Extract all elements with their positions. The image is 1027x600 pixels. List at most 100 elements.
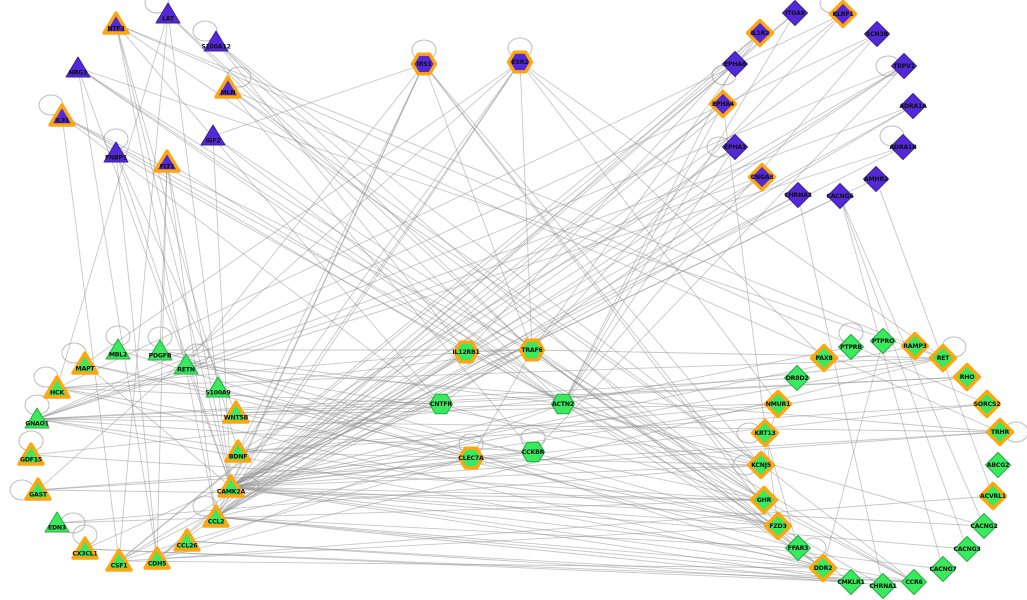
edge — [56, 13, 169, 389]
edge — [839, 195, 944, 570]
edge — [36, 377, 798, 420]
triangle-node-shape — [65, 56, 91, 78]
triangle-node-shape — [155, 2, 181, 24]
edge — [215, 105, 914, 518]
edge — [77, 67, 158, 560]
diamond-node-shape — [749, 485, 779, 515]
edge — [230, 376, 968, 488]
edge — [37, 489, 765, 501]
edge — [519, 61, 533, 351]
edge — [77, 67, 944, 359]
edge — [36, 403, 779, 420]
edge — [230, 486, 884, 587]
diamond-node-shape — [870, 328, 896, 354]
edge — [166, 161, 232, 488]
diamond-node-shape — [722, 134, 748, 160]
edge — [519, 61, 944, 359]
hexagon-node-shape — [457, 446, 485, 470]
edge — [423, 63, 533, 351]
triangle-node-shape — [48, 103, 76, 127]
diamond-node-shape — [890, 134, 916, 160]
diamond-node-shape — [971, 513, 997, 539]
node-TRAF6[interactable]: TRAF6 — [518, 338, 546, 362]
hexagon-node-shape — [521, 441, 545, 463]
triangle-node-shape — [24, 407, 50, 429]
edge — [227, 87, 1001, 433]
edge — [84, 363, 765, 501]
edge — [227, 87, 762, 466]
triangle-node-shape — [44, 511, 70, 533]
edge — [115, 152, 232, 488]
edge — [237, 403, 442, 453]
triangle-node-shape — [173, 528, 201, 552]
edge — [159, 350, 824, 569]
edge — [423, 63, 762, 466]
triangle-node-shape — [153, 149, 181, 173]
diamond-node-shape — [785, 535, 811, 561]
edge — [230, 146, 904, 488]
edge — [56, 351, 467, 389]
edge — [237, 403, 779, 453]
edge — [237, 61, 521, 453]
edge — [166, 161, 564, 405]
edge — [84, 363, 232, 488]
diamond-node-shape — [864, 21, 890, 47]
diamond-node-shape — [745, 18, 775, 48]
node-ESR2[interactable]: ESR2 — [506, 50, 534, 74]
triangle-node-shape — [173, 353, 199, 375]
edge — [61, 115, 442, 405]
triangle-node-shape — [43, 375, 71, 399]
edge — [562, 103, 724, 405]
diamond-node-shape — [750, 418, 780, 448]
edge — [519, 61, 825, 359]
edge — [118, 13, 169, 562]
edge — [36, 418, 534, 453]
node-CLEC7A[interactable]: CLEC7A — [457, 446, 485, 470]
diamond-node-shape — [784, 365, 810, 391]
triangle-node-shape — [147, 339, 173, 361]
triangle-node-shape — [202, 504, 230, 528]
edge — [30, 454, 765, 501]
edge — [230, 431, 1001, 488]
edge — [84, 548, 915, 583]
diamond-node-shape — [747, 162, 777, 192]
edge — [217, 387, 799, 549]
edge — [37, 431, 1001, 491]
triangle-node-shape — [17, 442, 45, 466]
edge — [185, 63, 425, 366]
triangle-node-shape — [71, 351, 99, 375]
triangle-node-shape — [224, 439, 252, 463]
diamond-node-shape — [901, 569, 927, 595]
diamond-node-shape — [891, 53, 917, 79]
diamond-node-shape — [763, 389, 793, 419]
edge — [215, 516, 824, 569]
triangle-node-shape — [24, 477, 52, 501]
nodes-layer: LATNTF3S100A12NRG1MLNIL31FNBP1IGF2FLT1IR… — [17, 0, 1015, 599]
node-IRS1[interactable]: IRS1 — [410, 52, 438, 76]
edge — [56, 499, 765, 524]
edge — [36, 418, 779, 527]
triangle-node-shape — [143, 546, 171, 570]
edge — [722, 103, 779, 527]
edge — [36, 376, 968, 420]
edge — [230, 403, 988, 488]
diamond-node-shape — [972, 389, 1002, 419]
edge — [215, 41, 915, 583]
edge — [56, 387, 824, 569]
edge — [185, 364, 762, 466]
edge — [115, 23, 944, 359]
edge — [230, 65, 905, 488]
edge — [77, 67, 564, 405]
hexagon-node-shape — [518, 338, 546, 362]
edge — [61, 115, 467, 353]
diamond-node-shape — [782, 0, 808, 26]
edge — [215, 41, 533, 351]
diamond-node-shape — [838, 334, 864, 360]
edge — [470, 349, 533, 459]
hexagon-node-shape — [429, 393, 453, 415]
edge — [562, 33, 878, 405]
hexagon-node-shape — [551, 393, 575, 415]
edge — [115, 23, 988, 405]
